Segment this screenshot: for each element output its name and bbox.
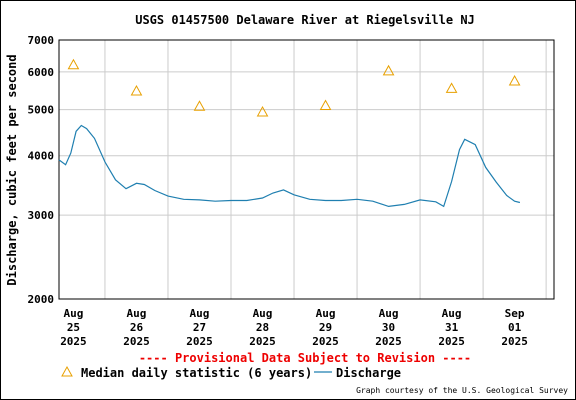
x-tick-label: 2025 (60, 335, 87, 348)
median-marker (445, 82, 458, 93)
x-tick-label: Aug (127, 307, 147, 320)
x-tick-label: Sep (505, 307, 525, 320)
y-tick-label: 4000 (28, 150, 55, 163)
legend-median-label: Median daily statistic (6 years) (81, 366, 312, 380)
x-tick-label: 2025 (501, 335, 528, 348)
x-tick-label: 29 (319, 321, 332, 334)
median-marker (130, 84, 143, 96)
x-tick-label: 01 (508, 321, 522, 334)
y-tick-label: 7000 (28, 34, 55, 47)
x-tick-label: 2025 (186, 335, 213, 348)
x-tick-label: Aug (253, 307, 273, 320)
y-axis-label: Discharge, cubic feet per second (5, 54, 19, 285)
legend-discharge-label: Discharge (336, 366, 401, 380)
x-tick-label: Aug (379, 307, 399, 320)
median-marker (193, 100, 206, 111)
y-axis: 2000 3000 4000 5000 6000 7000 (28, 34, 55, 306)
y-tick-label: 2000 (28, 293, 55, 306)
x-tick-label: 28 (256, 321, 269, 334)
x-tick-label: 2025 (375, 335, 402, 348)
median-marker (508, 74, 521, 86)
x-tick-label: Aug (442, 307, 462, 320)
y-tick-label: 6000 (28, 66, 55, 79)
x-tick-label: 2025 (249, 335, 276, 348)
x-tick-label: Aug (190, 307, 210, 320)
x-tick-label: 2025 (123, 335, 150, 348)
median-marker (67, 58, 80, 70)
median-series (67, 58, 521, 117)
x-tick-label: 2025 (438, 335, 465, 348)
x-tick-label: 30 (382, 321, 395, 334)
x-axis: Aug252025Aug262025Aug272025Aug282025Aug2… (60, 307, 528, 348)
median-marker (319, 99, 332, 110)
legend: Median daily statistic (6 years) Dischar… (61, 365, 401, 380)
x-tick-label: 27 (193, 321, 206, 334)
chart-title: USGS 01457500 Delaware River at Riegelsv… (135, 13, 475, 27)
plot-area (58, 39, 555, 300)
x-tick-label: 2025 (312, 335, 339, 348)
grid (59, 39, 554, 300)
provisional-banner: ---- Provisional Data Subject to Revisio… (139, 351, 471, 365)
median-marker (256, 106, 269, 117)
x-tick-label: Aug (64, 307, 84, 320)
x-tick-label: 26 (130, 321, 144, 334)
y-tick-label: 3000 (28, 209, 55, 222)
x-tick-label: 31 (445, 321, 459, 334)
x-tick-label: 25 (67, 321, 80, 334)
median-marker (382, 64, 395, 76)
y-tick-label: 5000 (28, 104, 55, 117)
discharge-line (58, 124, 521, 208)
legend-triangle-icon (61, 365, 73, 377)
credit-text: Graph courtesy of the U.S. Geological Su… (356, 386, 568, 395)
x-tick-label: Aug (316, 307, 336, 320)
